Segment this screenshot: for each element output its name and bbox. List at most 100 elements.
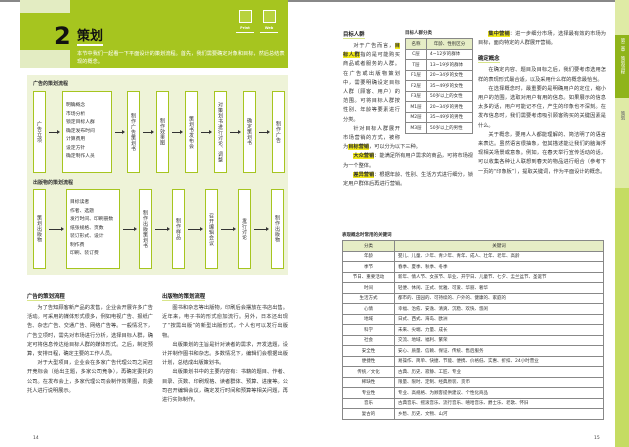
table-row: M1层 20~34岁的男性 xyxy=(405,101,474,113)
table-cell: 新年、情人节、女孩节、毕业、开学日、儿童节、七夕、盂兰盆节、圣诞节 xyxy=(394,271,604,283)
flow-step-label: 制作样品 xyxy=(175,218,181,240)
table-cell: 古典音乐、摇滚音乐、流行音乐、嘻哈音乐、爵士乐、老歌、怀旧 xyxy=(394,397,604,409)
table-cell: M2层 xyxy=(405,111,427,123)
table-cell: 生活方式 xyxy=(342,292,395,304)
text: 指的是可能购买商品或者服务的人群。在广告或出版物策划中，需要明确设定目标人群（顾… xyxy=(343,52,400,123)
decor-square xyxy=(20,50,70,68)
flow-detail-item: 纸张规格、页数 xyxy=(70,225,104,231)
flow-detail-item: 锁定目标人群 xyxy=(66,120,95,126)
arrow-icon xyxy=(172,130,183,134)
keyword-table: 分类 关键词 年龄 婴儿、儿童、少年、青少年、青年、成人、壮年、老年、高龄 季节 春季、夏… xyxy=(342,240,604,420)
table-row: F2层 35~49岁的女性 xyxy=(405,80,474,92)
ad-flow-section: 广告的策划流程 为了告知顾客新产品的发售，企业会开展许多广告活动。可采用的媒体形… xyxy=(27,292,153,396)
table-row: 生活方式 都市的、田园的、可持续的、户外的、健康的、家庭的 xyxy=(342,292,604,304)
target-table-block: 目标人群分类 名称 年龄、性别区分 C层 4~12岁的群体 T层 13~19岁的群体 F1层… xyxy=(405,30,474,134)
section-heading: 确定概念 xyxy=(478,56,500,64)
flow-detail-item: 作者、选题 xyxy=(70,208,94,214)
table-cell: 季节 xyxy=(342,261,395,273)
flow-detail-item: 装订形式、设计 xyxy=(70,234,104,240)
table-row: 地域 日式、西式、海岛、欧洲 xyxy=(342,313,604,325)
table-cell: 都市的、田园的、可持续的、户外的、健康的、家庭的 xyxy=(394,292,604,304)
flow-step: 召开编辑会议 xyxy=(205,189,218,269)
flow-step-label: 确定策划书 xyxy=(246,118,252,146)
table-cell: 未来、尖端、力量、成长 xyxy=(394,324,604,336)
table-cell: 35~49岁的女性 xyxy=(425,80,474,92)
table-cell: 古典、历史、寂静、工匠、专业 xyxy=(394,366,604,378)
table-cell: 限量、限时、定制、经典原装、货币 xyxy=(394,376,604,388)
flow-step: 发行讨论 xyxy=(238,189,251,269)
arrow-icon xyxy=(230,130,241,134)
table-cell: 社会 xyxy=(342,334,395,346)
table-cell: 50岁以上的男性 xyxy=(425,122,474,134)
table-cell: 安心、质量、信赖、保证、传统、售后服务 xyxy=(394,345,604,357)
table-cell: 便捷性 xyxy=(342,355,395,367)
col-header: 名称 xyxy=(405,38,427,50)
table-row: 音乐 古典音乐、摇滚音乐、流行音乐、嘻哈音乐、爵士乐、老歌、怀旧 xyxy=(342,397,604,409)
col-header: 年龄、性别区分 xyxy=(425,38,474,50)
paragraph: 出版策划书中的主要内容有：书籍的题目、作者、目录、页数、印刷规格、读者群体、预算… xyxy=(162,369,288,404)
table-cell: 幸福、治愈、安逸、清爽、沉稳、欢快、悠闲 xyxy=(394,303,604,315)
flow-step: 策划出版物 xyxy=(33,189,46,269)
side-index-light xyxy=(615,98,629,188)
highlight-term: 大众营销 xyxy=(353,153,375,160)
table-cell: 地域 xyxy=(342,313,395,325)
web-badge: Web xyxy=(260,10,278,33)
flow-detail-item: 制作费 xyxy=(70,242,85,248)
flow-step-label: 制作效果图 xyxy=(159,118,165,146)
flow-step: 广告立项 xyxy=(33,91,46,173)
arrow-icon xyxy=(259,130,270,134)
side-tab-chapter[interactable]: 第二章 策划流程 xyxy=(615,35,629,98)
target-section: 目标人群 目标人群分类 名称 年龄、性别区分 C层 4~12岁的群体 T层 13~19岁的… xyxy=(343,30,474,189)
highlight-term: 集中营销 xyxy=(488,31,510,37)
section-heading: 目标人群 xyxy=(343,32,365,39)
table-row: 专业性 专业、高规格、为顾客提供建议、个性化商品 xyxy=(342,387,604,399)
table-row: 季节 春季、夏季、秋季、冬季 xyxy=(342,261,604,273)
arrow-icon xyxy=(254,227,269,231)
flow-step-label: 对策划书进行讨论、调整 xyxy=(217,101,223,163)
flow-detail-item: 确定发布时间 xyxy=(66,128,95,134)
table-cell: 乡愁、历史、文物、山河 xyxy=(394,408,604,420)
highlight-term: 目标营销 xyxy=(348,144,369,151)
web-icon xyxy=(262,10,276,23)
page-title: 策划 xyxy=(77,25,104,46)
page-number-left: 14 xyxy=(33,436,39,441)
flow-detail-item: 发行时间、印刷册数 xyxy=(70,217,114,223)
flow-step-label: 策划出版物 xyxy=(36,215,42,243)
flow-step-details: 目标读者 作者、选题 发行时间、印刷册数 纸张规格、页数 装订形式、设计 制作费 印刷、装订… xyxy=(66,189,120,269)
flow-step: 确定策划书 xyxy=(243,91,256,173)
arrow-icon xyxy=(115,130,125,134)
side-index-top xyxy=(615,0,629,35)
flow-step-label: 召开编辑会议 xyxy=(208,212,214,246)
text: ：根据年龄、性别、生活方式进行细分，锁定用户群体后再进行营销。 xyxy=(343,171,473,188)
flow-step: 制作广告策划书 xyxy=(127,91,140,173)
table-row: T层 13~19岁的群体 xyxy=(405,59,474,71)
flow-detail-item: 确定制作人员 xyxy=(66,154,95,160)
flow-diagram: 广告的策划流程 出版物的策划流程 广告立项 明确概念 市场分析 锁定目标人群 确定发布时… xyxy=(27,75,288,275)
paragraph: 图书和杂志等出版物，印刷后会摆放在书店出售。近年来，电子书的形式愈加流行。另外，… xyxy=(162,305,288,339)
arrow-icon xyxy=(49,227,64,231)
table-cell: 音乐 xyxy=(342,397,395,409)
paragraph: 为了告知顾客新产品的发售，企业会开展许多广告活动。可采用的媒体形式很多，例如电视… xyxy=(27,305,153,358)
print-icon xyxy=(238,10,252,23)
web-label: Web xyxy=(264,26,274,30)
pub-flow-label: 出版物的策划流程 xyxy=(33,180,74,186)
flow-detail-item: 设定方针 xyxy=(66,145,86,151)
arrow-icon xyxy=(155,227,170,231)
flow-step-label: 广告立项 xyxy=(36,121,42,143)
page-top-rule xyxy=(0,0,629,2)
highlight-term: 差异营销 xyxy=(353,171,375,178)
table-cell: 专业、高规格、为顾客提供建议、个性化商品 xyxy=(394,387,604,399)
table-cell: 传统／文化 xyxy=(342,366,395,378)
table-cell: M1层 xyxy=(405,101,427,113)
table-cell: 复古的 xyxy=(342,408,395,420)
target-table: 名称 年龄、性别区分 C层 4~12岁的群体 T层 13~19岁的群体 F1层 20~34岁的… xyxy=(405,38,474,134)
text: ：能满足所有用户需求的商品，可将市场视为一个整体。 xyxy=(343,153,473,169)
table-cell: 交流、地域、福利、繁荣 xyxy=(394,334,604,346)
table-row: 时间 轻便、休闲、正式、优雅、可爱、华丽、奢华 xyxy=(342,282,604,294)
table-cell: 婴儿、儿童、少年、青少年、青年、成人、壮年、老年、高龄 xyxy=(394,250,604,262)
flow-detail-item: 印刷、装订费 xyxy=(70,251,99,257)
table-row: 社会 交流、地域、福利、繁荣 xyxy=(342,334,604,346)
side-tab-planning[interactable]: 策划 xyxy=(620,111,625,120)
flow-step-label: 制作出版策划书 xyxy=(142,209,148,249)
text: 针对目标人群展开市场营销的方式，被称为 xyxy=(343,125,400,151)
